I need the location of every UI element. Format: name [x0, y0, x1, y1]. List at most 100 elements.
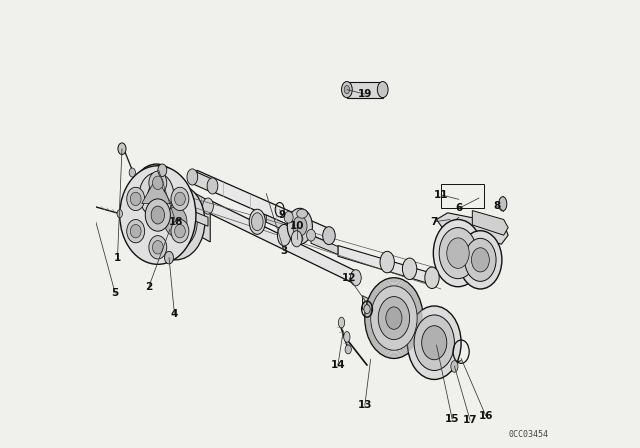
- Ellipse shape: [439, 228, 477, 279]
- Polygon shape: [472, 211, 508, 235]
- Ellipse shape: [175, 192, 186, 206]
- Ellipse shape: [152, 176, 163, 190]
- Text: 15: 15: [445, 414, 460, 424]
- Ellipse shape: [127, 187, 145, 211]
- Ellipse shape: [499, 197, 507, 211]
- Ellipse shape: [339, 317, 345, 328]
- Ellipse shape: [451, 361, 458, 372]
- Ellipse shape: [459, 231, 502, 289]
- Ellipse shape: [447, 238, 469, 268]
- Ellipse shape: [149, 171, 167, 194]
- Text: 19: 19: [358, 89, 372, 99]
- Polygon shape: [266, 215, 289, 232]
- Text: 4: 4: [171, 309, 178, 319]
- Bar: [441, 184, 484, 208]
- Ellipse shape: [171, 187, 189, 211]
- Text: 18: 18: [168, 217, 183, 227]
- Ellipse shape: [158, 164, 167, 177]
- Ellipse shape: [365, 278, 423, 358]
- Text: 1: 1: [114, 253, 121, 263]
- Text: 5: 5: [111, 289, 119, 298]
- Ellipse shape: [171, 220, 189, 243]
- Ellipse shape: [297, 209, 307, 218]
- Ellipse shape: [291, 231, 302, 247]
- Ellipse shape: [364, 305, 370, 314]
- Polygon shape: [194, 211, 208, 226]
- Text: 16: 16: [479, 411, 493, 421]
- Ellipse shape: [145, 199, 170, 231]
- Ellipse shape: [414, 315, 454, 370]
- Polygon shape: [347, 82, 383, 98]
- Text: 14: 14: [331, 360, 345, 370]
- Ellipse shape: [120, 166, 196, 264]
- Ellipse shape: [147, 184, 205, 260]
- Ellipse shape: [88, 200, 95, 212]
- Polygon shape: [208, 199, 356, 284]
- Ellipse shape: [323, 227, 335, 245]
- Text: 9: 9: [278, 210, 285, 220]
- Ellipse shape: [287, 208, 312, 244]
- Polygon shape: [141, 178, 172, 203]
- Ellipse shape: [345, 345, 351, 354]
- Ellipse shape: [408, 306, 461, 379]
- Ellipse shape: [187, 169, 198, 185]
- Polygon shape: [197, 170, 329, 243]
- Ellipse shape: [284, 211, 293, 223]
- Ellipse shape: [164, 251, 173, 264]
- Text: 12: 12: [342, 273, 356, 283]
- Ellipse shape: [465, 238, 496, 281]
- Text: 8: 8: [493, 201, 500, 211]
- Polygon shape: [192, 170, 212, 193]
- Ellipse shape: [278, 224, 291, 246]
- Ellipse shape: [292, 234, 303, 243]
- Ellipse shape: [127, 220, 145, 243]
- Polygon shape: [311, 235, 338, 254]
- Polygon shape: [362, 296, 387, 322]
- Text: 3: 3: [280, 246, 288, 256]
- Ellipse shape: [307, 229, 316, 241]
- Ellipse shape: [371, 286, 417, 350]
- Text: 7: 7: [431, 217, 438, 227]
- Ellipse shape: [425, 267, 439, 289]
- Ellipse shape: [378, 297, 410, 340]
- Text: 13: 13: [358, 401, 372, 410]
- Ellipse shape: [154, 194, 197, 250]
- Ellipse shape: [129, 168, 136, 177]
- Text: 10: 10: [289, 221, 304, 231]
- Ellipse shape: [403, 258, 417, 280]
- Ellipse shape: [207, 178, 218, 194]
- Ellipse shape: [249, 209, 266, 234]
- Polygon shape: [161, 175, 210, 242]
- Ellipse shape: [151, 206, 164, 224]
- Ellipse shape: [140, 173, 173, 217]
- Ellipse shape: [378, 82, 388, 98]
- Ellipse shape: [422, 326, 447, 360]
- Ellipse shape: [148, 184, 165, 206]
- Ellipse shape: [152, 241, 163, 254]
- Ellipse shape: [344, 332, 350, 342]
- Ellipse shape: [117, 210, 122, 218]
- Text: 17: 17: [463, 415, 477, 425]
- Ellipse shape: [131, 192, 141, 206]
- Polygon shape: [421, 320, 435, 337]
- Text: 6: 6: [455, 203, 463, 213]
- Ellipse shape: [164, 207, 187, 237]
- Ellipse shape: [118, 143, 126, 155]
- Ellipse shape: [131, 224, 141, 238]
- Ellipse shape: [149, 236, 167, 259]
- Ellipse shape: [472, 248, 490, 272]
- Text: 11: 11: [434, 190, 448, 200]
- Ellipse shape: [342, 82, 352, 98]
- Polygon shape: [436, 213, 508, 244]
- Ellipse shape: [433, 220, 483, 287]
- Text: 2: 2: [145, 282, 152, 292]
- Ellipse shape: [380, 251, 394, 273]
- Ellipse shape: [292, 216, 307, 236]
- Ellipse shape: [344, 86, 349, 94]
- Ellipse shape: [252, 213, 263, 231]
- Ellipse shape: [175, 224, 186, 238]
- Polygon shape: [338, 246, 436, 286]
- Text: 0CC03454: 0CC03454: [508, 430, 548, 439]
- Ellipse shape: [132, 164, 181, 226]
- Ellipse shape: [386, 307, 402, 329]
